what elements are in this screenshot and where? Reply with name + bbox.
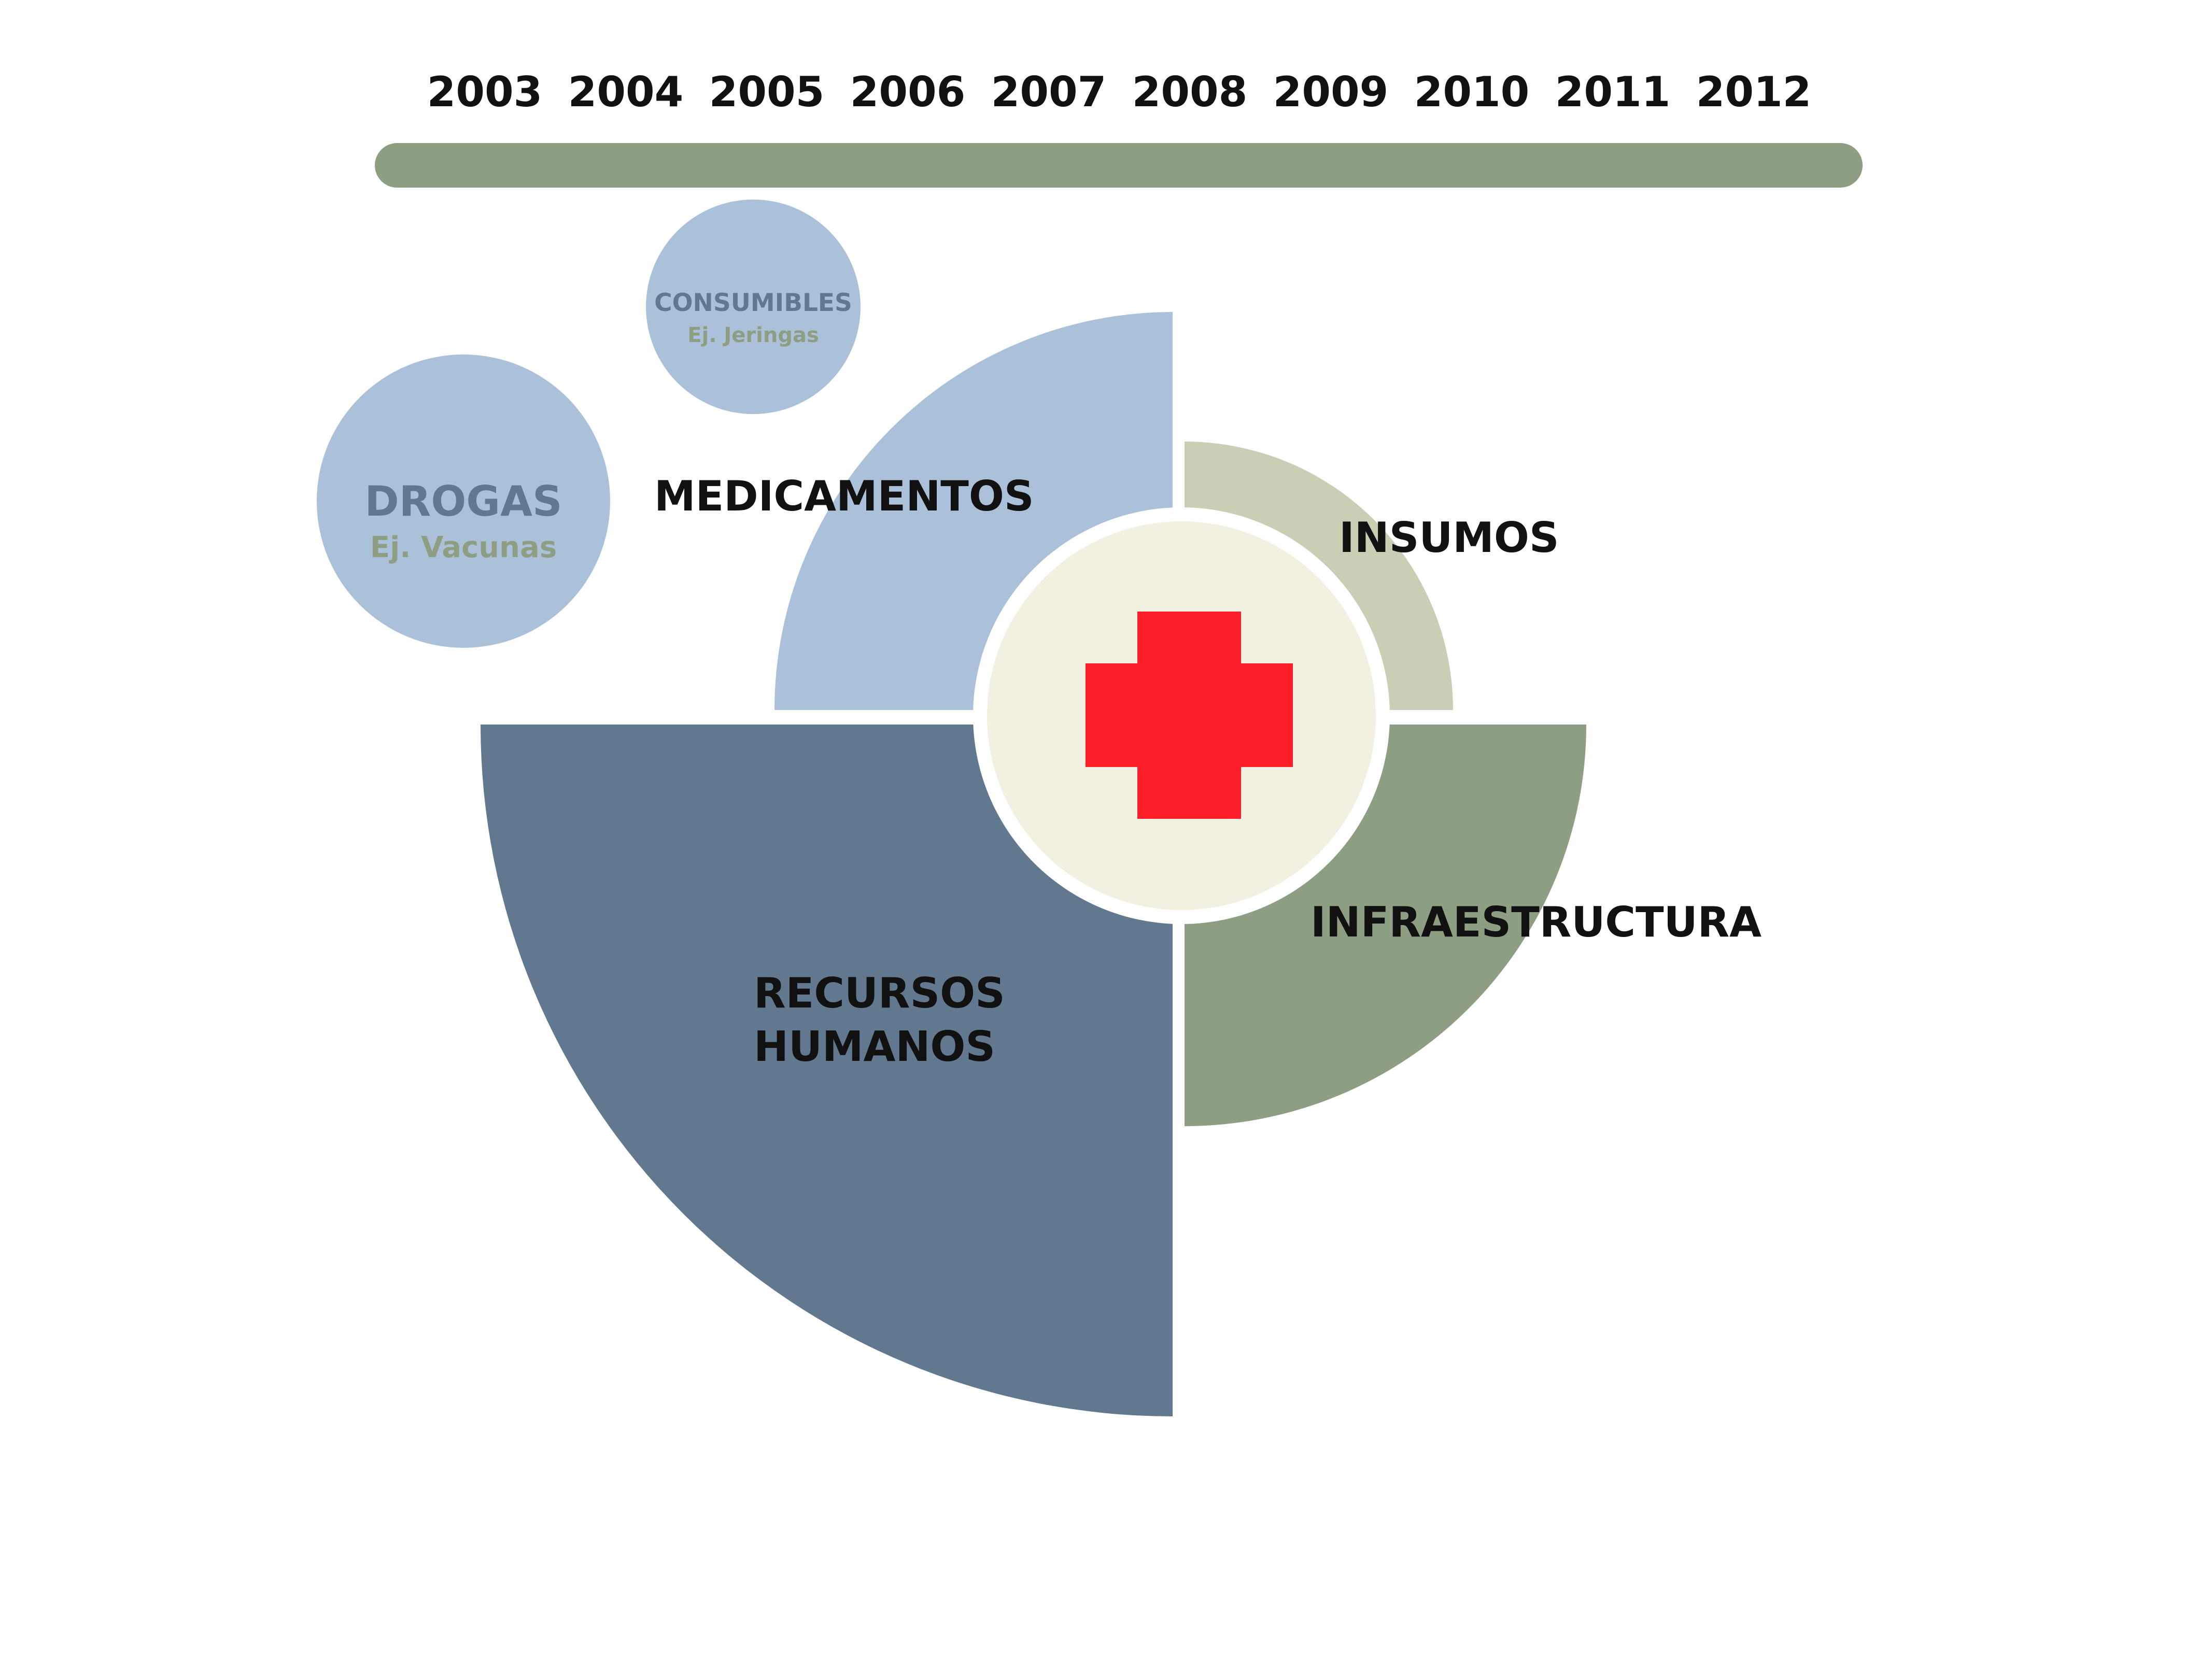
label-medicamentos: MEDICAMENTOS [654,472,1034,520]
bubble-consumibles: CONSUMIBLES Ej. Jeringas [646,200,861,414]
timeline-years: 2003 2004 2005 2006 2007 2008 2009 2010 … [427,68,1812,116]
year-2012: 2012 [1696,68,1812,116]
year-2003: 2003 [427,68,543,116]
year-2004: 2004 [568,68,684,116]
year-2007: 2007 [991,68,1107,116]
bubble-drogas-subtitle: Ej. Vacunas [370,531,557,564]
timeline-bar [375,143,1863,188]
bubble-consumibles-title: CONSUMIBLES [654,289,852,317]
year-2011: 2011 [1555,68,1671,116]
label-insumos: INSUMOS [1339,514,1559,562]
label-recursos-humanos-line1: RECURSOS [754,969,1005,1017]
bubble-consumibles-subtitle: Ej. Jeringas [687,323,819,347]
label-recursos-humanos-line2: HUMANOS [754,1023,995,1071]
year-2005: 2005 [709,68,825,116]
year-2010: 2010 [1414,68,1530,116]
segment-recursos-humanos [481,725,1173,1416]
year-2006: 2006 [850,68,966,116]
label-infraestructura: INFRAESTRUCTURA [1311,898,1762,946]
bubble-drogas: DROGAS Ej. Vacunas [317,354,610,648]
year-2009: 2009 [1273,68,1389,116]
year-2008: 2008 [1132,68,1248,116]
bubble-consumibles-circle [646,200,861,414]
red-cross-icon [1086,612,1293,819]
bubble-drogas-title: DROGAS [364,477,562,526]
bubble-drogas-circle [317,354,610,648]
